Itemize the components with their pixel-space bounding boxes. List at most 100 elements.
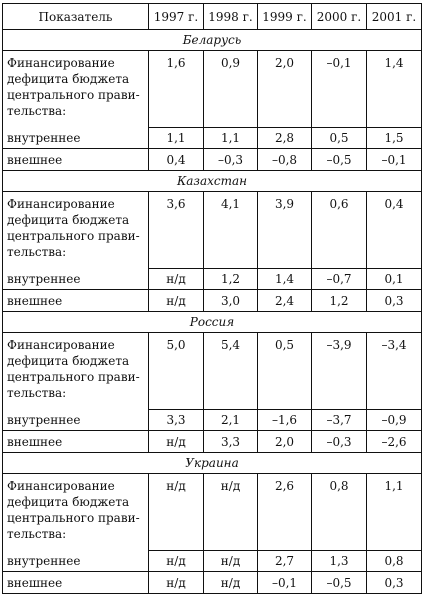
country-row: Россия [2, 311, 422, 333]
header-indicator: Показатель [2, 3, 149, 30]
domestic-value: –0,7 [311, 267, 367, 290]
financing-value: 1,4 [366, 50, 422, 127]
header-row: Показатель 1997 г. 1998 г. 1999 г. 2000 … [2, 3, 422, 30]
country-section-ukraine: Украина Финансирование дефицита бюджета … [2, 452, 422, 594]
domestic-value: 1,4 [257, 267, 312, 290]
external-value: –2,6 [366, 430, 422, 453]
external-value: н/д [148, 289, 204, 312]
financing-value: 0,8 [311, 473, 367, 550]
external-value: 1,2 [311, 289, 367, 312]
country-name: Украина [2, 452, 422, 474]
financing-value: –3,9 [311, 332, 367, 409]
domestic-value: н/д [203, 549, 258, 572]
financing-value: 1,1 [366, 473, 422, 550]
domestic-value: 1,5 [366, 126, 422, 149]
country-name: Беларусь [2, 29, 422, 51]
external-label: внешнее [2, 430, 149, 453]
country-name: Россия [2, 311, 422, 333]
domestic-value: 1,1 [203, 126, 258, 149]
external-label: внешнее [2, 289, 149, 312]
financing-value: –3,4 [366, 332, 422, 409]
financing-value: 4,1 [203, 191, 258, 268]
financing-row: Финансирование дефицита бюджета централь… [2, 332, 422, 409]
budget-financing-table: Показатель 1997 г. 1998 г. 1999 г. 2000 … [2, 3, 422, 594]
external-value: 2,4 [257, 289, 312, 312]
financing-value: –0,1 [311, 50, 367, 127]
domestic-value: н/д [148, 549, 204, 572]
financing-label: Финансирование дефицита бюджета централь… [2, 473, 149, 550]
financing-value: 5,0 [148, 332, 204, 409]
external-value: –0,1 [366, 148, 422, 171]
domestic-value: –3,7 [311, 408, 367, 431]
financing-value: 0,9 [203, 50, 258, 127]
domestic-value: 2,1 [203, 408, 258, 431]
country-section-belarus: Беларусь Финансирование дефицита бюджета… [2, 29, 422, 171]
external-value: –0,5 [311, 148, 367, 171]
external-value: –0,5 [311, 571, 367, 594]
budget-financing-table-container: Показатель 1997 г. 1998 г. 1999 г. 2000 … [2, 3, 422, 594]
domestic-value: 0,5 [311, 126, 367, 149]
domestic-label: внутреннее [2, 550, 149, 572]
domestic-value: 3,3 [148, 408, 204, 431]
domestic-value: –1,6 [257, 408, 312, 431]
external-label: внешнее [2, 571, 149, 594]
domestic-row: внутреннее 3,3 2,1 –1,6 –3,7 –0,9 [2, 408, 422, 431]
domestic-value: 1,3 [311, 549, 367, 572]
external-value: н/д [148, 430, 204, 453]
country-section-kazakhstan: Казахстан Финансирование дефицита бюджет… [2, 170, 422, 312]
external-value: –0,3 [203, 148, 258, 171]
domestic-label: внутреннее [2, 268, 149, 290]
domestic-value: 1,1 [148, 126, 204, 149]
financing-row: Финансирование дефицита бюджета централь… [2, 473, 422, 550]
financing-value: 5,4 [203, 332, 258, 409]
country-row: Беларусь [2, 29, 422, 51]
financing-value: 2,0 [257, 50, 312, 127]
country-name: Казахстан [2, 170, 422, 192]
financing-value: 0,6 [311, 191, 367, 268]
financing-row: Финансирование дефицита бюджета централь… [2, 191, 422, 268]
external-row: внешнее 0,4 –0,3 –0,8 –0,5 –0,1 [2, 148, 422, 171]
financing-value: 3,9 [257, 191, 312, 268]
external-value: 3,0 [203, 289, 258, 312]
external-value: 0,4 [148, 148, 204, 171]
header-year-2000: 2000 г. [311, 3, 367, 30]
domestic-value: 0,8 [366, 549, 422, 572]
domestic-row: внутреннее 1,1 1,1 2,8 0,5 1,5 [2, 126, 422, 149]
domestic-value: 1,2 [203, 267, 258, 290]
financing-value: н/д [203, 473, 258, 550]
financing-value: 0,4 [366, 191, 422, 268]
header-year-2001: 2001 г. [366, 3, 422, 30]
financing-value: 2,6 [257, 473, 312, 550]
country-row: Казахстан [2, 170, 422, 192]
country-section-russia: Россия Финансирование дефицита бюджета ц… [2, 311, 422, 453]
domestic-value: 0,1 [366, 267, 422, 290]
external-value: –0,3 [311, 430, 367, 453]
financing-value: 0,5 [257, 332, 312, 409]
external-row: внешнее н/д 3,0 2,4 1,2 0,3 [2, 289, 422, 312]
domestic-row: внутреннее н/д 1,2 1,4 –0,7 0,1 [2, 267, 422, 290]
header-year-1998: 1998 г. [203, 3, 258, 30]
external-value: н/д [203, 571, 258, 594]
external-value: –0,1 [257, 571, 312, 594]
header-year-1997: 1997 г. [148, 3, 204, 30]
financing-label: Финансирование дефицита бюджета централь… [2, 191, 149, 268]
financing-value: 1,6 [148, 50, 204, 127]
external-value: 0,3 [366, 571, 422, 594]
domestic-value: –0,9 [366, 408, 422, 431]
financing-value: 3,6 [148, 191, 204, 268]
domestic-label: внутреннее [2, 127, 149, 149]
country-row: Украина [2, 452, 422, 474]
external-value: 3,3 [203, 430, 258, 453]
external-row: внешнее н/д н/д –0,1 –0,5 0,3 [2, 571, 422, 594]
financing-label: Финансирование дефицита бюджета централь… [2, 332, 149, 409]
financing-row: Финансирование дефицита бюджета централь… [2, 50, 422, 127]
domestic-value: 2,8 [257, 126, 312, 149]
external-label: внешнее [2, 148, 149, 171]
domestic-value: н/д [148, 267, 204, 290]
external-row: внешнее н/д 3,3 2,0 –0,3 –2,6 [2, 430, 422, 453]
domestic-value: 2,7 [257, 549, 312, 572]
external-value: –0,8 [257, 148, 312, 171]
financing-value: н/д [148, 473, 204, 550]
external-value: н/д [148, 571, 204, 594]
external-value: 2,0 [257, 430, 312, 453]
